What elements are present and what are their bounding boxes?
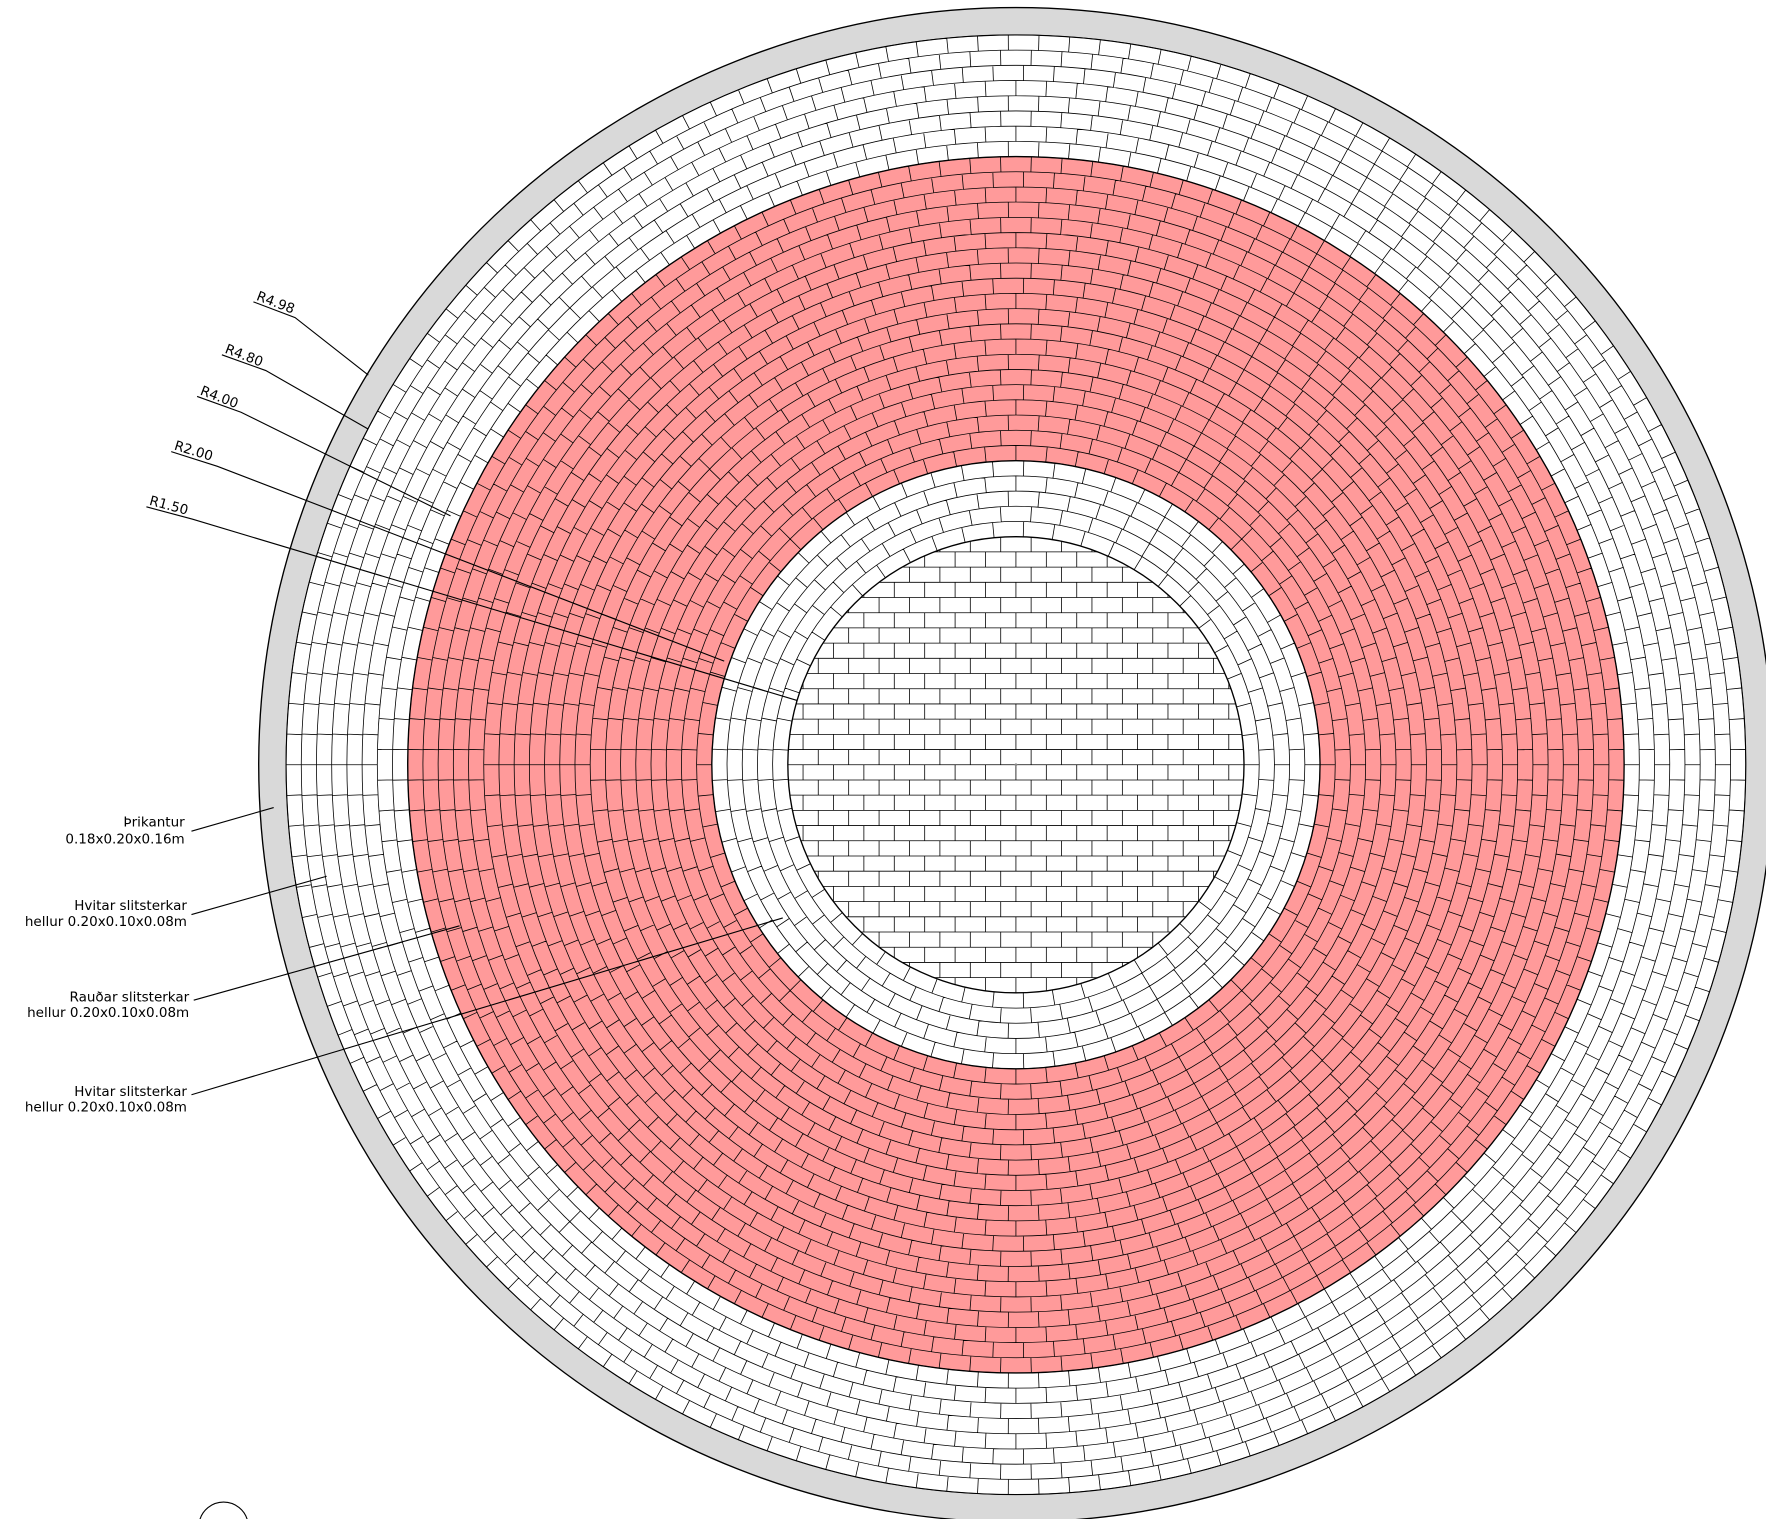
callout-text: hellur 0.20x0.10x0.08m — [25, 914, 187, 930]
leader-r498 — [253, 302, 368, 375]
dimension-label: R2.00 — [172, 438, 214, 465]
plan-group: R4.98 R4.80 R4.00 R2.00 R1.50 Þrikantur … — [25, 8, 1766, 1519]
paving — [259, 8, 1766, 1519]
page: {"dimensions":[{"label":"R4.98"},{"label… — [0, 0, 1766, 1519]
dimension-label: R1.50 — [148, 493, 190, 519]
callout-text: 0.18x0.20x0.16m — [65, 832, 184, 848]
callout-text: hellur 0.20x0.10x0.08m — [27, 1005, 189, 1021]
callout-text: hellur 0.20x0.10x0.08m — [25, 1100, 187, 1116]
callout-text: Þrikantur — [123, 815, 185, 831]
paving-plan: R4.98 R4.80 R4.00 R2.00 R1.50 Þrikantur … — [0, 0, 1766, 1519]
dimension-label: R4.80 — [223, 341, 266, 370]
dimension-label: R4.98 — [254, 288, 297, 317]
section-marker — [199, 1502, 247, 1519]
callout-text: Hvitar slitsterkar — [74, 1084, 187, 1100]
dimension-label: R4.00 — [198, 383, 241, 412]
callout-text: Rauðar slitsterkar — [70, 989, 190, 1005]
callout-text: Hvitar slitsterkar — [74, 898, 187, 914]
center-point — [1015, 763, 1018, 766]
